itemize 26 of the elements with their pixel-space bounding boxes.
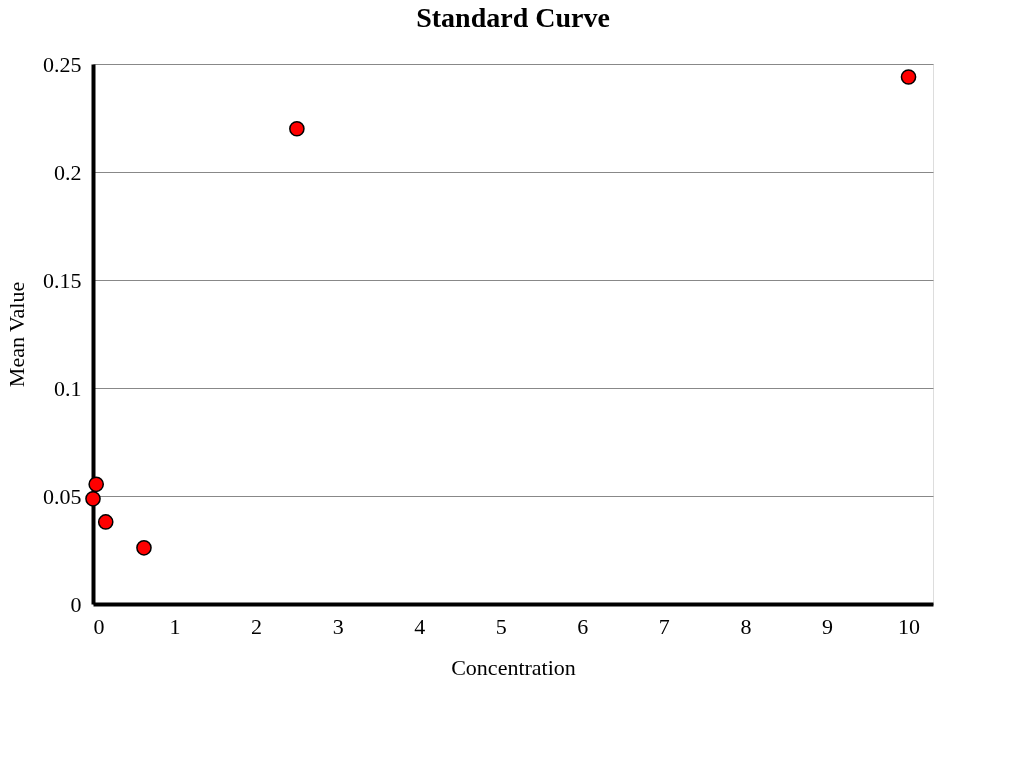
x-tick-label: 0 bbox=[93, 613, 105, 639]
point bbox=[85, 491, 101, 507]
point bbox=[289, 120, 305, 137]
y-tick-label: 0.15 bbox=[43, 267, 82, 293]
point bbox=[136, 540, 152, 556]
x-tick-label: 6 bbox=[577, 613, 589, 639]
x-tick-label: 10 bbox=[898, 613, 921, 639]
x-axis-title: Concentration bbox=[451, 654, 576, 680]
x-tick-label: 2 bbox=[251, 613, 263, 639]
x-tick-label: 1 bbox=[169, 613, 181, 639]
y-tick-label: 0.25 bbox=[43, 51, 82, 77]
x-tick-label: 5 bbox=[495, 613, 507, 639]
y-tick-label: 0.05 bbox=[43, 483, 82, 509]
point bbox=[97, 514, 114, 530]
x-tick-label: 4 bbox=[414, 613, 426, 639]
y-tick-label: 0.1 bbox=[54, 375, 82, 401]
y-tick-label: 0.2 bbox=[54, 159, 82, 185]
x-tick-label: 8 bbox=[740, 613, 752, 639]
y-tick-label: 0 bbox=[70, 591, 82, 617]
chart-title: Standard Curve bbox=[416, 2, 610, 33]
x-tick-label: 3 bbox=[332, 613, 344, 639]
point bbox=[900, 69, 917, 85]
y-axis-title: Mean Value bbox=[4, 281, 29, 388]
x-tick-label: 9 bbox=[821, 613, 833, 639]
point bbox=[88, 476, 104, 493]
x-tick-label: 7 bbox=[658, 613, 670, 639]
